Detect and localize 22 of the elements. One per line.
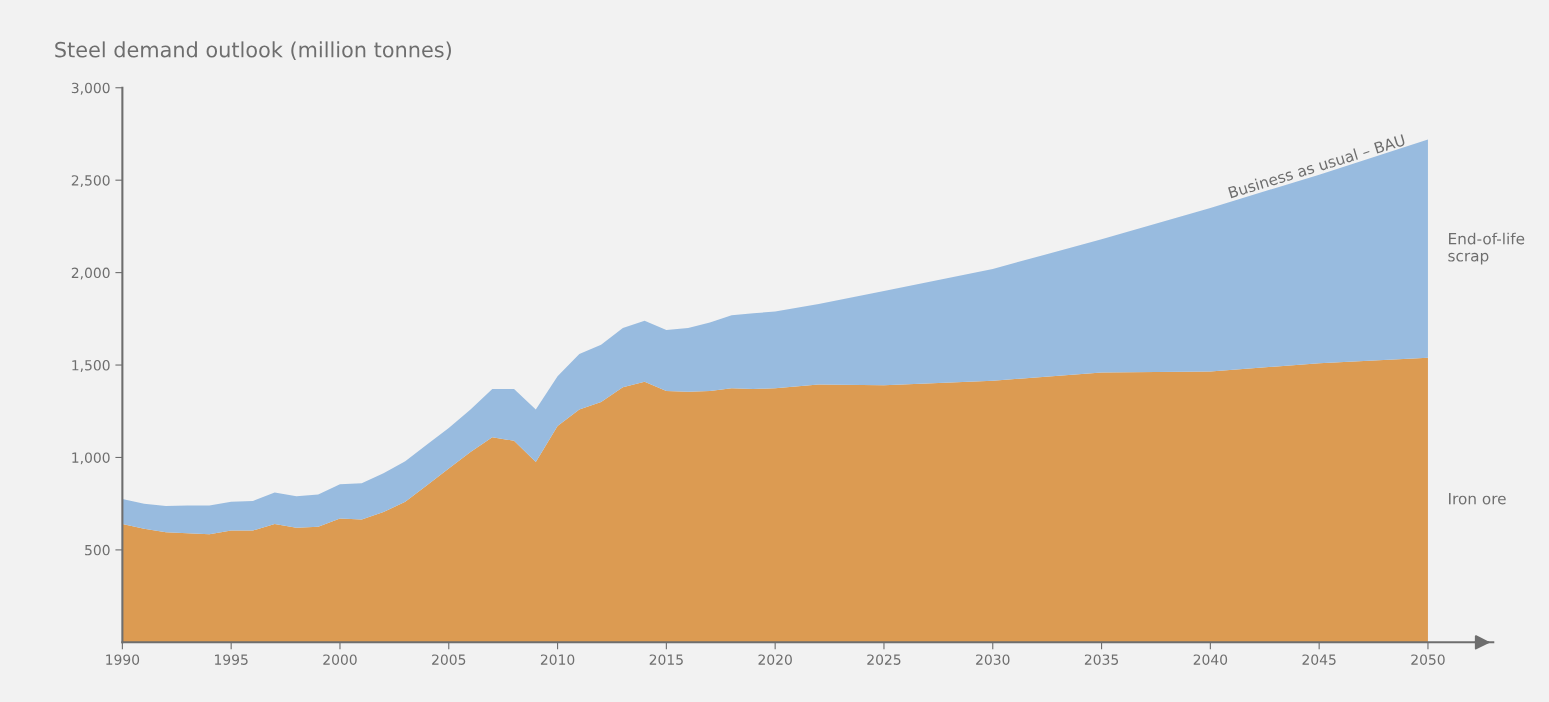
x-tick-label: 2000 <box>323 654 357 665</box>
x-tick-label: 2025 <box>867 654 901 665</box>
x-tick-label: 1990 <box>106 654 140 665</box>
series-label: End-of-life scrap <box>1448 232 1525 265</box>
x-tick-label: 2035 <box>1084 654 1119 665</box>
series-label: Iron ore <box>1449 493 1506 505</box>
chart-title: Steel demand outlook (million tonnes) <box>55 41 451 60</box>
x-tick-label: 1995 <box>215 654 248 665</box>
x-tick-label: 2050 <box>1411 654 1445 665</box>
x-tick-label: 2030 <box>976 654 1010 665</box>
y-tick-label: 1,000 <box>72 452 110 465</box>
x-tick-label: 2020 <box>758 654 792 665</box>
y-tick-label: 2,000 <box>71 267 110 280</box>
x-tick-label: 2045 <box>1302 654 1336 665</box>
y-tick-label: 3,000 <box>71 82 110 95</box>
x-tick-label: 2010 <box>540 654 575 665</box>
x-tick-label: 2040 <box>1193 654 1228 665</box>
x-tick-label: 2015 <box>649 654 683 665</box>
y-tick-label: 1,500 <box>72 360 110 372</box>
y-tick-label: 500 <box>85 544 110 556</box>
y-tick-label: 2,500 <box>71 175 110 188</box>
x-tick-label: 2005 <box>432 654 466 665</box>
